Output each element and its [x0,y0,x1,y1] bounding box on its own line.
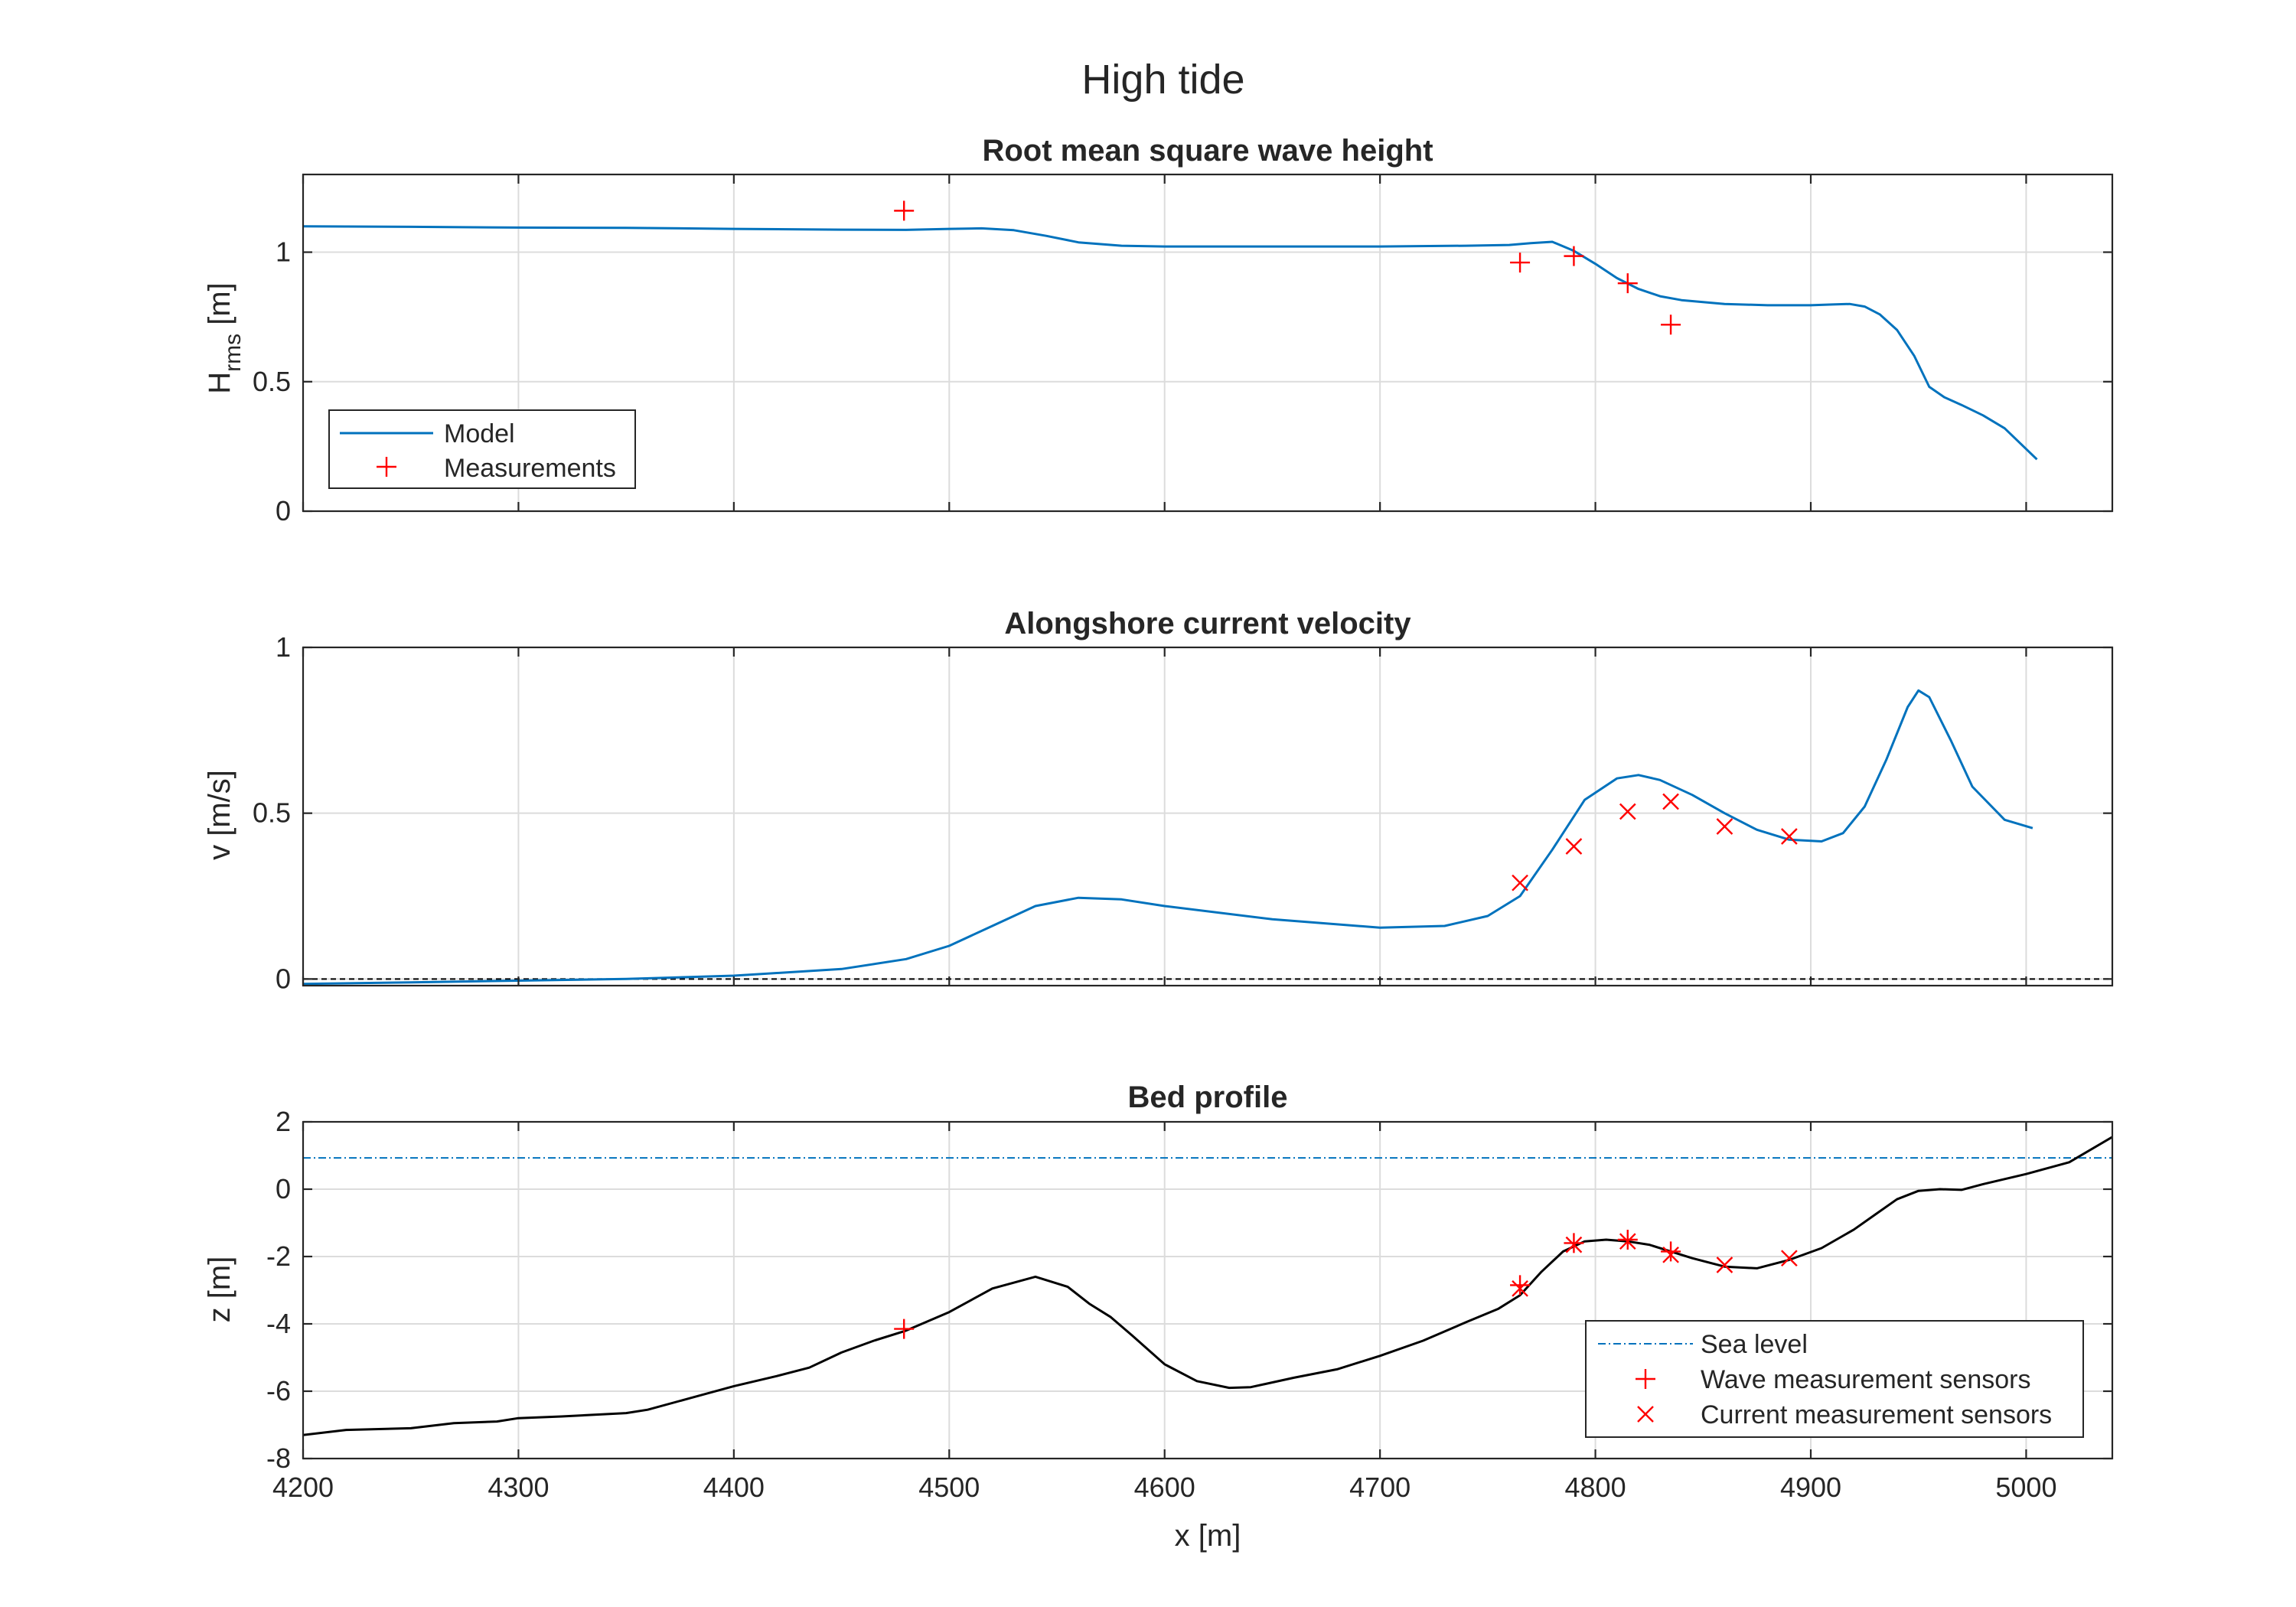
x-tick-label: 4600 [1134,1472,1195,1503]
x-tick-label: 4800 [1565,1472,1626,1503]
x-tick-label: 4300 [488,1472,549,1503]
y-tick-label: 2 [276,1106,291,1137]
current-measurement-point [1781,1250,1798,1267]
wave-height-ylabel: Hrms [m] [203,282,246,394]
axes-box [302,646,2114,987]
x-tick-label: 4200 [272,1472,334,1503]
y-tick-label: 0 [276,495,291,526]
legend-cross-icon [1637,1406,1654,1423]
wave-measurement-point [1661,315,1681,335]
current-measurement-point [1716,1257,1733,1273]
legend: Sea level Wave measurement sensors Current… [1585,1320,2084,1438]
wave-measurement-point [894,200,915,221]
bed-profile-title: Bed profile [1128,1081,1288,1114]
current-velocity-panel: Alongshore current velocity v [m/s] 0 0.5… [203,607,2114,994]
bed-profile-ylabel: z [m] [203,1257,236,1323]
bed-profile-line [303,1136,2112,1436]
wave-measurement-point [894,1319,915,1339]
y-tick-label: 1 [276,236,291,268]
wave-measurement-point [1564,1233,1584,1253]
x-tick-label: 4900 [1780,1472,1841,1503]
current-measurement-point [1565,1236,1583,1253]
axes-box [302,1120,2114,1460]
x-tick-label: 5000 [1995,1472,2056,1503]
y-tick-label: -8 [266,1442,291,1474]
legend-label-measurements: Measurements [444,454,616,483]
axes-box [302,173,2114,513]
bed-profile-xlabel: x [m] [1175,1519,1241,1553]
current-measurement-point [1781,828,1798,845]
wave-measurement-point [1661,1241,1681,1262]
wave-measurement-point [1617,1230,1638,1250]
x-tick-label: 4500 [918,1472,980,1503]
wave-height-panel: Root mean square wave height Hrms [m] 0 0… [203,134,2114,526]
current-measurement-point [1716,818,1733,835]
current-velocity-title: Alongshore current velocity [1004,607,1411,641]
figure-title: High tide [1081,57,1244,103]
current-measurement-point [1512,1279,1528,1297]
y-tick-label: 0.5 [253,797,291,829]
model-line [303,689,2033,986]
ylabel-main: H [203,372,236,394]
wave-measurement-point [1510,1275,1531,1296]
legend-label-model: Model [444,419,515,448]
legend-label-sea-level: Sea level [1701,1330,1808,1359]
ylabel-unit: [m] [203,282,236,334]
wave-height-title: Root mean square wave height [982,134,1433,168]
y-tick-label: -6 [266,1375,291,1407]
current-measurement-point [1512,874,1528,892]
wave-measurement-point [1510,253,1531,273]
wave-measurement-point [1564,246,1584,266]
current-measurement-point [1662,1246,1679,1263]
y-tick-label: 1 [276,631,291,663]
current-measurement-point [1565,838,1583,855]
y-tick-label: 0 [276,963,291,994]
legend-label-current-sensors: Current measurement sensors [1701,1400,2052,1429]
current-measurement-point [1662,793,1679,810]
x-tick-label: 4700 [1349,1472,1411,1503]
y-tick-label: 0.5 [253,366,291,397]
legend-plus-icon [1636,1369,1655,1389]
wave-measurement-point [1617,273,1638,294]
legend-plus-icon [377,457,396,477]
bed-profile-panel: Bed profile z [m] x [m] 4200 4300 4400 4500… [203,1081,2114,1553]
ylabel-sub: rms [220,334,246,372]
y-tick-label: 0 [276,1173,291,1204]
current-measurement-point [1619,1233,1636,1250]
y-tick-label: -2 [266,1240,291,1272]
x-tick-label: 4400 [703,1472,765,1503]
legend: Model Measurements [328,409,636,489]
current-velocity-ylabel: v [m/s] [203,770,236,860]
y-tick-label: -4 [266,1308,291,1339]
current-measurement-point [1619,803,1636,820]
legend-label-wave-sensors: Wave measurement sensors [1701,1365,2030,1394]
